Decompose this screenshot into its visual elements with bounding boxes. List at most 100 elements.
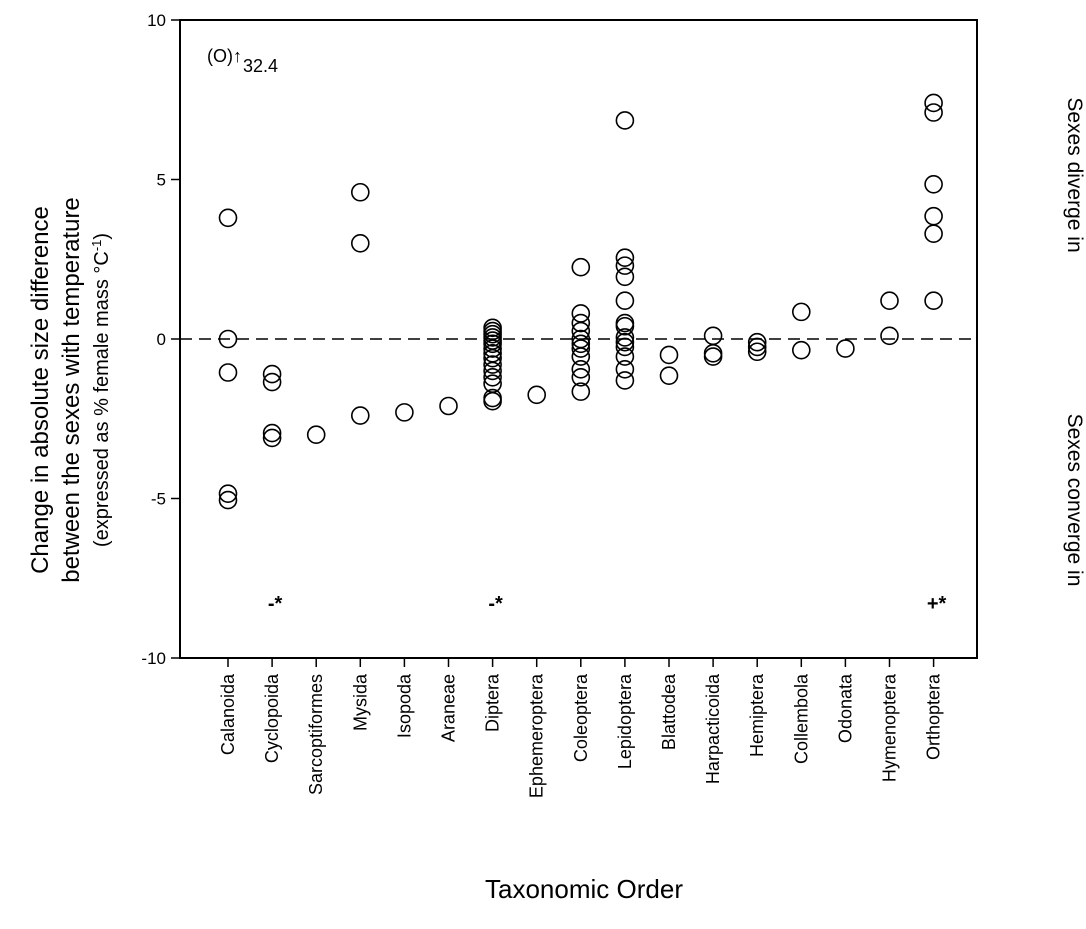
data-point: [924, 224, 943, 244]
data-point: [615, 267, 635, 287]
data-point: [350, 234, 370, 253]
data-point: [615, 316, 635, 336]
data-point: [395, 403, 414, 422]
data-point: [747, 337, 767, 357]
axis-labels: Taxonomic Order Change in absolute size …: [27, 197, 683, 904]
data-point: [483, 334, 502, 354]
data-point: [571, 313, 591, 333]
x-tick-label-group: Blattodea: [659, 673, 679, 750]
data-point: [350, 406, 370, 425]
y-tick-label: 0: [157, 330, 166, 349]
x-tick-label-group: Hymenoptera: [880, 673, 900, 782]
data-point: [615, 248, 635, 267]
data-point: [924, 174, 943, 194]
x-tick-label-group: Calanoida: [218, 673, 238, 755]
data-point: [262, 428, 282, 448]
y-axis-label-close: ): [91, 233, 113, 240]
data-point: [571, 339, 591, 358]
data-point: [571, 360, 591, 379]
data-point: [615, 256, 635, 275]
x-tick-label-group: Lepidoptera: [615, 673, 635, 769]
data-point: [218, 490, 238, 510]
x-tick-label: Isopoda: [394, 673, 414, 738]
data-point: [703, 326, 723, 346]
x-tick-label: Collembola: [791, 673, 811, 764]
x-tick-label-group: Ephemeroptera: [527, 673, 547, 798]
right-label-converge-line: Sexes converge in: [1063, 414, 1086, 587]
data-points: [218, 93, 943, 510]
x-tick-label-group: Hemiptera: [747, 673, 767, 757]
data-point: [747, 332, 767, 352]
x-tick-label-group: Cyclopoida: [262, 673, 282, 763]
x-tick-label: Mysida: [350, 673, 370, 731]
data-point: [218, 363, 238, 382]
right-label-diverge-line: Sexes diverge in: [1063, 97, 1086, 252]
x-tick-label-group: Harpacticoida: [703, 673, 723, 784]
x-tick-label-group: Mysida: [350, 673, 370, 731]
data-point: [880, 326, 899, 346]
x-tick-label: Sarcoptiformes: [306, 674, 326, 795]
data-point: [350, 182, 370, 202]
data-point: [527, 385, 547, 405]
significance-marker: +*: [927, 593, 947, 615]
data-point: [483, 348, 502, 368]
data-point: [924, 291, 943, 311]
x-tick-label: Odonata: [835, 673, 855, 743]
x-tick-label-group: Araneae: [439, 674, 459, 742]
x-tick-label: Orthoptera: [924, 673, 944, 760]
data-point: [218, 484, 238, 504]
data-point: [571, 257, 591, 277]
y-axis-label-line2: between the sexes with temperature: [58, 197, 85, 583]
y-axis-label-line3-text: (expressed as % female mass °C: [91, 251, 113, 547]
data-point: [218, 329, 238, 349]
data-point: [836, 339, 855, 358]
data-point: [483, 367, 502, 387]
x-tick-label: Araneae: [439, 674, 459, 742]
data-point: [703, 347, 723, 366]
x-tick-label: Hymenoptera: [880, 673, 900, 782]
y-axis-label-superscript: -1: [89, 240, 104, 252]
data-point: [439, 396, 458, 416]
data-point: [615, 347, 635, 366]
x-tick-label-group: Isopoda: [394, 673, 414, 738]
x-axis-label: Taxonomic Order: [485, 874, 683, 904]
significance-marker: -*: [268, 593, 283, 615]
outlier-marker: (O): [207, 46, 233, 66]
data-point: [571, 367, 591, 387]
data-point: [924, 206, 943, 226]
data-point: [615, 337, 635, 357]
x-tick-label-group: Collembola: [791, 673, 811, 764]
outlier-value: 32.4: [243, 56, 278, 76]
data-point: [483, 391, 502, 411]
data-point: [924, 93, 943, 113]
x-tick-label: Calanoida: [218, 673, 238, 755]
data-point: [218, 208, 238, 228]
y-axis-label-line3: (expressed as % female mass °C-1): [89, 233, 114, 547]
y-tick-label: 10: [147, 11, 166, 30]
x-tick-label: Cyclopoida: [262, 673, 282, 763]
data-point: [615, 111, 635, 130]
data-point: [924, 103, 943, 122]
data-point: [483, 361, 502, 381]
y-tick-label: 5: [157, 171, 166, 190]
plot-area: 10 5 0 -5 -10 Calanoida Cyclopoida Sarcoptiform…: [141, 11, 1086, 798]
x-tick-label: Ephemeroptera: [527, 673, 547, 798]
data-point: [571, 304, 591, 323]
data-point: [615, 371, 635, 390]
x-tick-label-group: Sarcoptiformes: [306, 674, 326, 795]
data-point: [262, 423, 282, 443]
data-point: [615, 291, 635, 311]
data-point: [747, 342, 767, 362]
x-tick-label: Diptera: [483, 673, 503, 732]
x-tick-label-group: Diptera: [483, 673, 503, 732]
y-tick-label: -10: [141, 649, 166, 668]
data-point: [615, 360, 635, 379]
x-tick-label: Blattodea: [659, 673, 679, 750]
data-point: [306, 425, 326, 445]
data-point: [262, 372, 282, 392]
data-point: [483, 339, 502, 358]
x-tick-label-group: Coleoptera: [571, 673, 591, 762]
